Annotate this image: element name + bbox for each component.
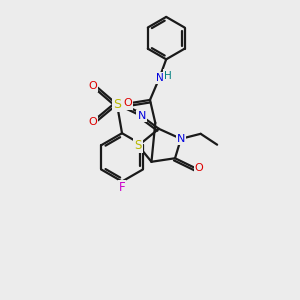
Text: S: S [113, 98, 121, 111]
Text: O: O [124, 98, 132, 109]
Text: N: N [177, 134, 185, 144]
Text: F: F [119, 182, 125, 194]
Text: O: O [88, 81, 97, 91]
Text: H: H [164, 70, 172, 80]
Text: N: N [138, 111, 146, 121]
Text: N: N [155, 73, 163, 83]
Text: S: S [134, 139, 142, 152]
Text: O: O [88, 117, 97, 127]
Text: O: O [195, 163, 203, 173]
